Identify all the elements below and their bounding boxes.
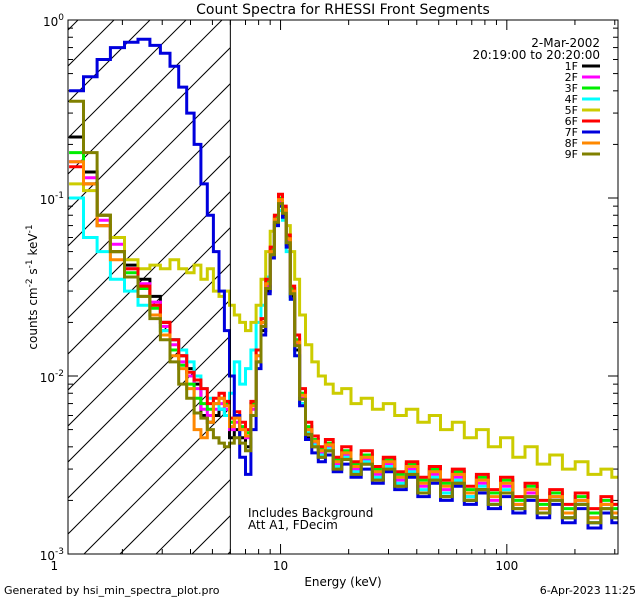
hatch-line: [119, 442, 231, 554]
spectra-series-group: [69, 37, 618, 530]
y-tick-base: 10: [43, 15, 58, 29]
hatch-line: [68, 20, 187, 139]
hatch-line: [68, 118, 231, 283]
annotation-background: Includes Background: [248, 506, 373, 520]
y-label-part3: keV: [26, 233, 40, 260]
y-tick-base: 10: [40, 193, 55, 207]
info-date: 2-Mar-2002: [531, 36, 600, 50]
hatch-line: [68, 154, 231, 319]
series-4F: [69, 196, 618, 525]
y-label-part1: counts cm: [26, 287, 40, 349]
y-tick-base: 10: [40, 371, 55, 385]
info-time-range: 20:19:00 to 20:20:00: [473, 48, 600, 62]
y-tick-label: 10-3: [40, 547, 64, 563]
legend-label-5F: 5F: [565, 104, 578, 117]
y-label-sup2: -1: [25, 259, 35, 268]
x-tick-label: 100: [495, 559, 518, 573]
hatch-line: [68, 334, 231, 499]
hatch-line: [68, 370, 231, 535]
legend-label-6F: 6F: [565, 115, 578, 128]
hatch-line: [68, 226, 231, 391]
hatch-line: [68, 20, 223, 175]
hatch-line: [68, 190, 231, 355]
hatch-lines: [0, 0, 231, 554]
y-tick-label: 100: [43, 13, 64, 29]
x-axis-label: Energy (keV): [304, 575, 381, 589]
legend-label-3F: 3F: [565, 82, 578, 95]
footer-timestamp: 6-Apr-2023 11:25: [540, 584, 636, 597]
hatch-line: [0, 0, 108, 554]
plot-frame: [67, 19, 619, 555]
x-tick-label: 10: [273, 559, 288, 573]
y-label-sup1: -2: [25, 278, 35, 287]
legend-label-2F: 2F: [565, 71, 578, 84]
x-tick-label: 1: [50, 559, 58, 573]
hatched-region: [0, 0, 231, 554]
y-label-part2: s: [26, 268, 40, 278]
y-tick-exponent: 0: [58, 13, 64, 23]
series-9F: [69, 99, 618, 525]
y-axis-label: counts cm-2 s-1 keV-1: [25, 224, 40, 349]
series-5F: [69, 182, 618, 479]
legend-label-8F: 8F: [565, 137, 578, 150]
footer-generated-by: Generated by hsi_min_spectra_plot.pro: [4, 584, 220, 597]
annotation-attenuator: Att A1, FDecim: [248, 518, 338, 532]
hatch-line: [68, 298, 231, 463]
hatch-line: [68, 20, 115, 67]
hatch-line: [83, 406, 231, 554]
y-tick-base: 10: [40, 549, 55, 563]
hatch-line: [68, 20, 151, 103]
chart-title: Count Spectra for RHESSI Front Segments: [196, 2, 490, 18]
y-tick-exponent: -1: [55, 191, 64, 201]
y-tick-label: 10-2: [40, 369, 64, 385]
legend-label-7F: 7F: [565, 126, 578, 139]
y-tick-exponent: -3: [55, 547, 64, 557]
legend-label-9F: 9F: [565, 148, 578, 161]
y-tick-exponent: -2: [55, 369, 64, 379]
legend-label-4F: 4F: [565, 93, 578, 106]
hatch-line: [68, 46, 231, 211]
y-label-sup3: -1: [25, 224, 35, 233]
legend-label-1F: 1F: [565, 60, 578, 73]
y-tick-label: 10-1: [40, 191, 64, 207]
